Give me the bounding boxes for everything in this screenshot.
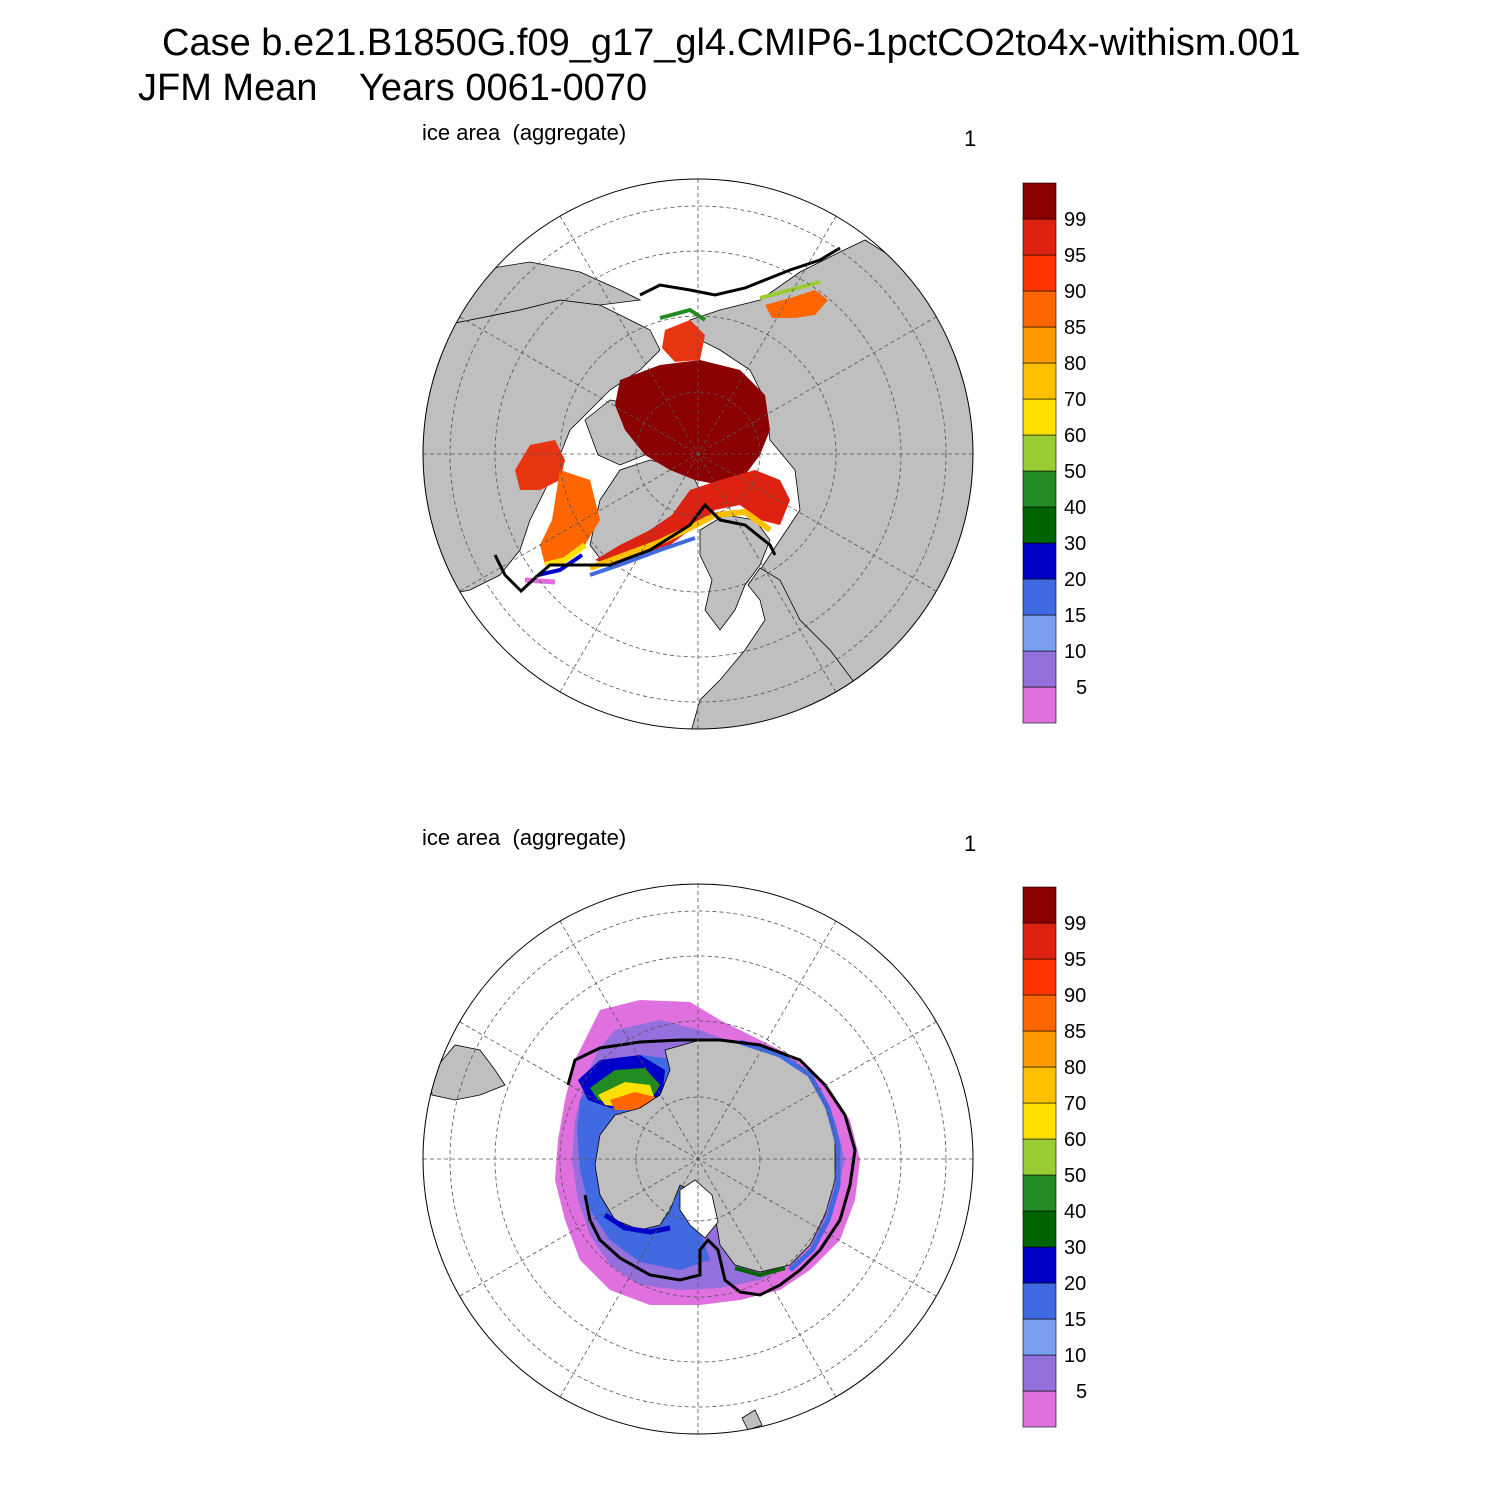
south-colorbar-box-3 bbox=[1022, 1282, 1057, 1320]
north-colorbar-label-60: 60 bbox=[1064, 425, 1086, 447]
north-polar-map bbox=[422, 178, 974, 730]
south-observed-edge bbox=[566, 1038, 857, 1297]
figure-title-line-1: Case b.e21.B1850G.f09_g17_gl4.CMIP6-1pct… bbox=[162, 22, 1301, 64]
south-colorbar-label-80: 80 bbox=[1064, 1057, 1086, 1079]
north-panel-right-label: 1 bbox=[964, 126, 977, 151]
north-panel-left-label: ice area (aggregate) bbox=[422, 120, 627, 145]
south-colorbar-label-99: 99 bbox=[1064, 913, 1086, 935]
south-colorbar-label-70: 70 bbox=[1064, 1093, 1086, 1115]
south-colorbar-label-95: 95 bbox=[1064, 949, 1086, 971]
north-graticule bbox=[423, 179, 973, 729]
south-colorbar-label-10: 10 bbox=[1064, 1345, 1086, 1367]
north-colorbar-box-4 bbox=[1022, 542, 1057, 580]
north-colorbar-box-14 bbox=[1022, 182, 1057, 220]
north-map-border bbox=[422, 178, 974, 730]
north-colorbar-box-3 bbox=[1022, 578, 1057, 616]
south-panel-right-label: 1 bbox=[964, 831, 977, 856]
south-colorbar-label-40: 40 bbox=[1064, 1201, 1086, 1223]
north-colorbar-label-10: 10 bbox=[1064, 641, 1086, 663]
north-colorbar: 5 10 15 20 30 40 50 60 70 80 85 90 95 99 bbox=[1022, 182, 1087, 724]
north-colorbar-label-80: 80 bbox=[1064, 353, 1086, 375]
south-colorbar-box-4 bbox=[1022, 1246, 1057, 1284]
south-colorbar-box-10 bbox=[1022, 1030, 1057, 1068]
north-colorbar-label-40: 40 bbox=[1064, 497, 1086, 519]
north-colorbar-label-15: 15 bbox=[1064, 605, 1086, 627]
south-land-island bbox=[741, 1409, 763, 1431]
north-colorbar-box-1 bbox=[1022, 650, 1057, 688]
north-colorbar-label-50: 50 bbox=[1064, 461, 1086, 483]
south-colorbar-box-9 bbox=[1022, 1066, 1057, 1104]
north-colorbar-box-10 bbox=[1022, 326, 1057, 364]
south-colorbar-box-11 bbox=[1022, 994, 1057, 1032]
north-colorbar-label-85: 85 bbox=[1064, 317, 1086, 339]
north-colorbar-label-99: 99 bbox=[1064, 209, 1086, 231]
south-colorbar-box-14 bbox=[1022, 886, 1057, 924]
north-colorbar-box-0 bbox=[1022, 686, 1057, 724]
north-observed-edge-labrador bbox=[493, 554, 522, 592]
south-colorbar: 5 10 15 20 30 40 50 60 70 80 85 90 95 99 bbox=[1022, 886, 1087, 1428]
south-colorbar-box-8 bbox=[1022, 1102, 1057, 1140]
south-panel-left-label: ice area (aggregate) bbox=[422, 825, 627, 850]
north-colorbar-box-13 bbox=[1022, 218, 1057, 256]
south-colorbar-box-2 bbox=[1022, 1318, 1057, 1356]
north-colorbar-label-30: 30 bbox=[1064, 533, 1086, 555]
south-colorbar-label-50: 50 bbox=[1064, 1165, 1086, 1187]
south-colorbar-label-85: 85 bbox=[1064, 1021, 1086, 1043]
north-colorbar-box-6 bbox=[1022, 470, 1057, 508]
south-colorbar-box-7 bbox=[1022, 1138, 1057, 1176]
north-ice-greenland-sea-edge-blue bbox=[589, 536, 696, 577]
south-ross-shelf bbox=[679, 1179, 719, 1239]
south-colorbar-box-1 bbox=[1022, 1354, 1057, 1392]
north-colorbar-box-8 bbox=[1022, 398, 1057, 436]
south-ice-coastal-amundsen bbox=[603, 1212, 671, 1235]
south-polar-map bbox=[422, 883, 974, 1435]
south-ice-coastal-ross bbox=[734, 1266, 786, 1278]
south-colorbar-label-5: 5 bbox=[1076, 1381, 1087, 1403]
south-colorbar-label-15: 15 bbox=[1064, 1309, 1086, 1331]
north-colorbar-box-9 bbox=[1022, 362, 1057, 400]
north-colorbar-label-95: 95 bbox=[1064, 245, 1086, 267]
north-colorbar-box-11 bbox=[1022, 290, 1057, 328]
south-colorbar-box-5 bbox=[1022, 1210, 1057, 1248]
north-ice-bering bbox=[662, 320, 705, 362]
north-colorbar-box-5 bbox=[1022, 506, 1057, 544]
north-ice-bering-edge bbox=[659, 307, 707, 322]
south-map-border bbox=[422, 883, 974, 1435]
south-graticule bbox=[423, 884, 973, 1434]
south-colorbar-box-6 bbox=[1022, 1174, 1057, 1212]
north-ice-hudson-bay bbox=[515, 440, 565, 490]
north-ice-greenland-sea-edge bbox=[588, 508, 772, 571]
north-ice-labrador-band bbox=[540, 470, 600, 565]
north-observed-edge-pacific bbox=[639, 246, 841, 297]
north-ice-labrador-edge-blue bbox=[537, 553, 584, 577]
south-colorbar-label-20: 20 bbox=[1064, 1273, 1086, 1295]
north-colorbar-label-70: 70 bbox=[1064, 389, 1086, 411]
north-colorbar-label-5: 5 bbox=[1076, 677, 1087, 699]
south-colorbar-label-60: 60 bbox=[1064, 1129, 1086, 1151]
north-colorbar-label-20: 20 bbox=[1064, 569, 1086, 591]
north-colorbar-box-12 bbox=[1022, 254, 1057, 292]
figure-title-line-2: JFM Mean Years 0061-0070 bbox=[138, 67, 648, 109]
south-ice-coastal-east bbox=[739, 1039, 841, 1272]
south-colorbar-box-13 bbox=[1022, 922, 1057, 960]
north-observed-edge-atlantic bbox=[518, 502, 777, 594]
north-ice-greenland-sea bbox=[595, 470, 790, 565]
north-colorbar-label-90: 90 bbox=[1064, 281, 1086, 303]
north-colorbar-box-2 bbox=[1022, 614, 1057, 652]
north-ice-okhotsk bbox=[765, 290, 828, 318]
north-ice-labrador-edge bbox=[544, 542, 587, 568]
south-colorbar-label-90: 90 bbox=[1064, 985, 1086, 1007]
south-colorbar-label-30: 30 bbox=[1064, 1237, 1086, 1259]
north-colorbar-box-7 bbox=[1022, 434, 1057, 472]
south-colorbar-box-12 bbox=[1022, 958, 1057, 996]
south-colorbar-box-0 bbox=[1022, 1390, 1057, 1428]
south-land-south-america bbox=[429, 1044, 506, 1101]
